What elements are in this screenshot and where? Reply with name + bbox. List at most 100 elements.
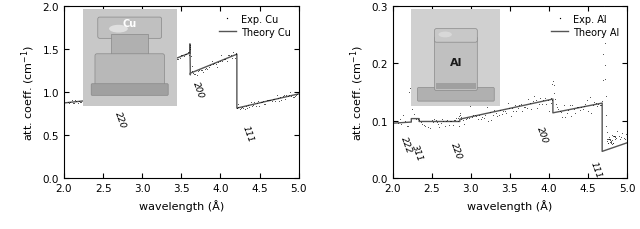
Point: [607, 134, 618, 137]
Point: [124, 74, 134, 78]
Point: [198, 71, 209, 75]
Point: [74, 100, 84, 103]
Point: [190, 72, 200, 76]
Point: [197, 69, 207, 73]
Point: [177, 54, 188, 58]
Point: [234, 102, 244, 106]
Point: [497, 113, 507, 117]
Point: [564, 103, 575, 107]
Point: [243, 103, 253, 107]
Point: [184, 54, 195, 57]
Point: [426, 118, 436, 122]
Point: [79, 103, 89, 106]
Point: [108, 85, 118, 89]
Point: [550, 98, 561, 101]
Point: [270, 99, 280, 103]
Y-axis label: att. coeff. (cm$^{-1}$): att. coeff. (cm$^{-1}$): [348, 45, 365, 140]
Point: [604, 136, 614, 139]
Point: [83, 99, 93, 102]
Point: [599, 20, 609, 24]
Point: [482, 106, 492, 110]
Point: [75, 101, 85, 105]
Point: [408, 113, 419, 116]
Point: [246, 101, 256, 104]
Point: [172, 58, 182, 62]
Point: [566, 114, 576, 118]
Point: [81, 100, 92, 104]
Point: [404, 86, 415, 90]
Point: [454, 125, 464, 128]
Text: 111: 111: [241, 125, 255, 144]
Point: [253, 99, 263, 103]
Point: [493, 114, 504, 117]
Point: [228, 51, 239, 55]
Point: [176, 54, 186, 57]
Point: [602, 138, 612, 142]
Point: [547, 99, 557, 102]
Point: [536, 103, 547, 106]
Point: [291, 93, 301, 97]
Point: [211, 63, 221, 66]
Point: [543, 99, 553, 103]
Point: [541, 102, 551, 106]
Point: [114, 79, 124, 82]
Point: [447, 124, 458, 128]
Point: [607, 139, 617, 143]
Point: [224, 54, 234, 58]
Point: [595, 104, 605, 107]
Point: [282, 94, 292, 98]
Point: [498, 109, 508, 113]
Point: [452, 117, 463, 120]
Point: [600, 77, 611, 81]
Point: [165, 60, 175, 63]
Point: [433, 123, 444, 127]
Point: [173, 58, 184, 62]
Point: [449, 119, 459, 123]
Point: [455, 114, 465, 117]
Point: [419, 124, 429, 127]
Point: [72, 101, 83, 105]
Point: [577, 107, 588, 111]
Point: [254, 105, 264, 108]
Text: 220: 220: [449, 141, 464, 160]
Point: [575, 109, 585, 113]
Point: [164, 61, 174, 65]
Point: [473, 117, 483, 121]
Point: [611, 134, 621, 138]
Point: [147, 66, 157, 69]
Point: [599, 5, 609, 9]
X-axis label: wavelength (Å): wavelength (Å): [467, 199, 552, 211]
Point: [585, 95, 595, 99]
Point: [271, 94, 282, 98]
Point: [64, 102, 74, 105]
Point: [88, 99, 99, 103]
Point: [225, 54, 236, 57]
Point: [156, 61, 166, 64]
Point: [454, 114, 465, 118]
Point: [97, 84, 108, 88]
Point: [607, 142, 618, 146]
Point: [519, 106, 529, 110]
Point: [202, 68, 212, 71]
Point: [185, 48, 195, 52]
Point: [428, 121, 438, 125]
Point: [611, 137, 621, 141]
Point: [207, 60, 217, 63]
Point: [556, 111, 566, 115]
Point: [105, 86, 115, 90]
Point: [223, 54, 233, 58]
Point: [71, 99, 81, 103]
Point: [548, 79, 558, 83]
Point: [517, 109, 527, 113]
Point: [552, 105, 562, 109]
Point: [520, 106, 531, 110]
Point: [601, 125, 611, 129]
Point: [598, 53, 608, 57]
Point: [600, 42, 610, 45]
Point: [161, 60, 172, 63]
Point: [422, 126, 433, 130]
Point: [113, 80, 123, 84]
Point: [140, 68, 150, 72]
Point: [180, 53, 190, 57]
Text: 111: 111: [589, 160, 603, 180]
